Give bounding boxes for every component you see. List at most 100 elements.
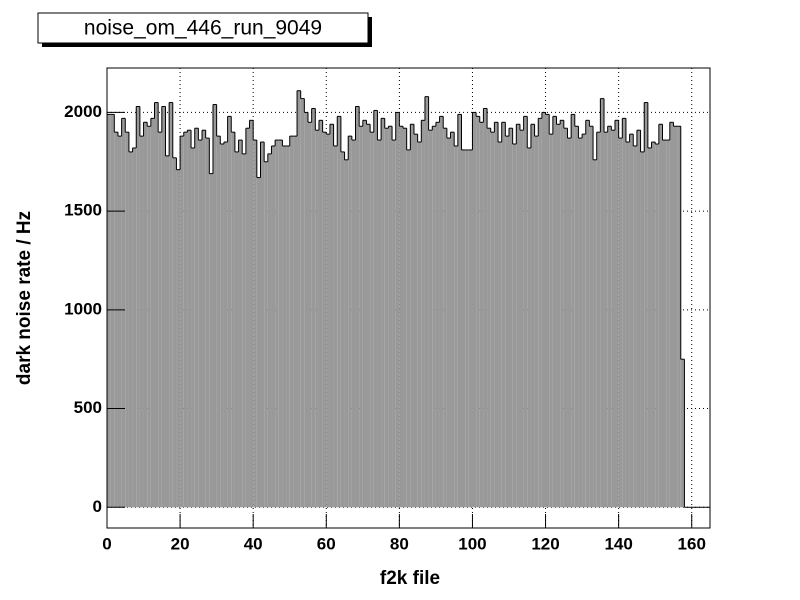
bar (680, 359, 685, 508)
bar (625, 142, 630, 508)
bar (187, 130, 192, 508)
bar (300, 98, 305, 508)
plot-frame (106, 67, 711, 529)
bar (344, 159, 349, 508)
bar (560, 120, 564, 508)
bar (421, 120, 425, 508)
bar (322, 132, 327, 508)
bar (571, 114, 575, 508)
bar (264, 161, 268, 508)
bar (304, 112, 308, 508)
bar (176, 169, 181, 508)
bar (161, 106, 166, 508)
bar (209, 173, 213, 508)
bar (435, 122, 440, 508)
bar (662, 140, 667, 508)
x-tick-label: 160 (678, 534, 706, 553)
x-tick-label: 0 (102, 534, 111, 553)
bar (165, 155, 170, 508)
bar (468, 149, 473, 508)
bar (117, 136, 122, 508)
bar (552, 116, 557, 508)
bar (545, 114, 550, 508)
bar (399, 126, 404, 508)
bar (483, 108, 488, 508)
bar (567, 138, 572, 508)
y-axis-label: dark noise rate / Hz (14, 211, 35, 385)
bar (658, 124, 663, 508)
bar (582, 134, 586, 508)
bar (223, 142, 228, 508)
y-tick-label: 1500 (64, 201, 102, 220)
bar (673, 126, 678, 508)
bar (381, 118, 385, 508)
bar (256, 177, 261, 508)
bar (234, 151, 239, 508)
bar (428, 130, 433, 508)
bar (143, 122, 148, 508)
bar (227, 116, 232, 508)
x-tick-label: 80 (390, 534, 409, 553)
bar (373, 110, 378, 508)
bar (516, 124, 520, 508)
bar (417, 142, 422, 508)
bar (519, 130, 524, 508)
bar (351, 140, 356, 508)
bar (271, 145, 276, 508)
y-tick-label: 500 (74, 398, 102, 417)
y-tick-label: 2000 (64, 102, 102, 121)
bar (388, 126, 393, 508)
bar (450, 132, 455, 508)
bar (216, 136, 221, 508)
bar (359, 126, 363, 508)
bar (275, 140, 279, 508)
bar (406, 149, 411, 508)
bar (443, 128, 447, 508)
bar (198, 140, 203, 508)
x-axis-label: f2k file (380, 568, 440, 589)
bar (403, 128, 407, 508)
bar (154, 102, 159, 508)
bar (527, 147, 531, 508)
bar (128, 151, 133, 508)
bar (136, 106, 140, 508)
bar (308, 122, 312, 508)
y-tick-label: 1000 (64, 299, 102, 318)
bar (585, 120, 590, 508)
bar (114, 132, 118, 508)
bar (479, 122, 484, 508)
bar (202, 130, 206, 508)
bar (329, 124, 334, 508)
bar (618, 138, 623, 508)
bar (501, 122, 506, 508)
bar (392, 140, 396, 508)
bar (596, 132, 601, 508)
bar (523, 116, 528, 508)
bar (439, 116, 444, 508)
bar (633, 145, 637, 508)
bar (326, 134, 330, 508)
bar (677, 126, 681, 508)
bar (611, 130, 615, 508)
bar (150, 118, 155, 508)
bar (454, 145, 458, 508)
bar (315, 130, 319, 508)
bar (370, 132, 374, 508)
bar (231, 132, 235, 508)
bar (461, 149, 466, 508)
bar (600, 98, 605, 508)
bar (169, 102, 173, 508)
bar (267, 153, 272, 508)
x-tick-label: 120 (531, 534, 559, 553)
bar (622, 118, 626, 508)
bar (395, 112, 400, 508)
bar (413, 134, 418, 508)
bar (253, 140, 257, 508)
bar (125, 132, 129, 508)
bar (432, 126, 436, 508)
bar (541, 112, 546, 508)
bar (297, 90, 301, 508)
bar (530, 124, 535, 508)
bar (457, 114, 462, 508)
